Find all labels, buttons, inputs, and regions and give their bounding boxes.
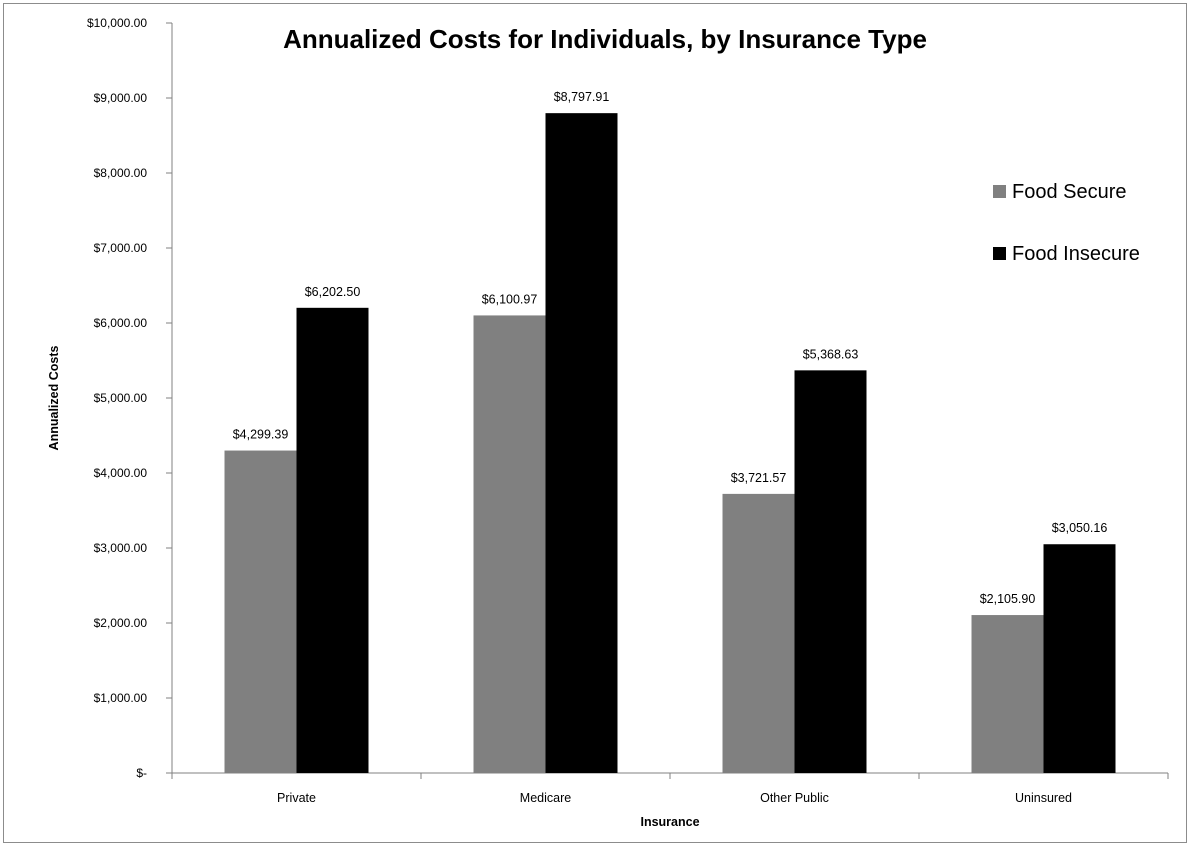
y-tick-label: $6,000.00 (94, 316, 148, 330)
y-tick-label: $3,000.00 (94, 541, 148, 555)
x-axis-title: Insurance (640, 815, 699, 829)
chart-title: Annualized Costs for Individuals, by Ins… (283, 24, 927, 54)
y-axis: $- $1,000.00 $2,000.00 $3,000.00 $4,000.00 $5… (87, 16, 173, 780)
data-label: $6,202.50 (305, 285, 361, 299)
bar-food-insecure (296, 307, 369, 773)
data-label: $5,368.63 (803, 347, 859, 361)
y-tick-label: $5,000.00 (94, 391, 148, 405)
data-label: $3,721.57 (731, 471, 787, 485)
data-label: $2,105.90 (980, 592, 1036, 606)
legend-label: Food Insecure (1012, 243, 1140, 265)
bar-food-insecure (545, 113, 618, 774)
bar-food-insecure (1043, 544, 1116, 773)
y-tick-label: $10,000.00 (87, 16, 147, 30)
y-tick-label: $- (136, 766, 147, 780)
y-tick-label: $7,000.00 (94, 241, 148, 255)
legend-swatch (993, 247, 1006, 260)
y-tick-label: $4,000.00 (94, 466, 148, 480)
data-label: $3,050.16 (1052, 521, 1108, 535)
bar-food-secure (722, 493, 795, 773)
bars (224, 113, 1116, 774)
x-category-label: Private (277, 791, 316, 805)
y-tick-label: $2,000.00 (94, 616, 148, 630)
x-axis (171, 772, 1169, 779)
legend-label: Food Secure (1012, 181, 1127, 203)
data-labels: $4,299.39 $6,202.50 $6,100.97 $8,797.91 $3,7… (233, 90, 1108, 606)
bar-food-secure (224, 450, 297, 773)
data-label: $8,797.91 (554, 90, 610, 104)
y-axis-title: Annualized Costs (47, 346, 61, 451)
category-labels: Private Medicare Other Public Uninsured (277, 791, 1072, 805)
data-label: $6,100.97 (482, 292, 538, 306)
bar-food-secure (971, 615, 1044, 773)
bar-food-secure (473, 315, 546, 773)
y-tick-label: $1,000.00 (94, 691, 148, 705)
x-category-label: Other Public (760, 791, 829, 805)
legend: Food Secure Food Insecure (993, 181, 1140, 265)
x-category-label: Uninsured (1015, 791, 1072, 805)
y-tick-label: $8,000.00 (94, 166, 148, 180)
x-category-label: Medicare (520, 791, 571, 805)
bar-food-insecure (794, 370, 867, 773)
y-tick-label: $9,000.00 (94, 91, 148, 105)
data-label: $4,299.39 (233, 428, 289, 442)
legend-swatch (993, 185, 1006, 198)
